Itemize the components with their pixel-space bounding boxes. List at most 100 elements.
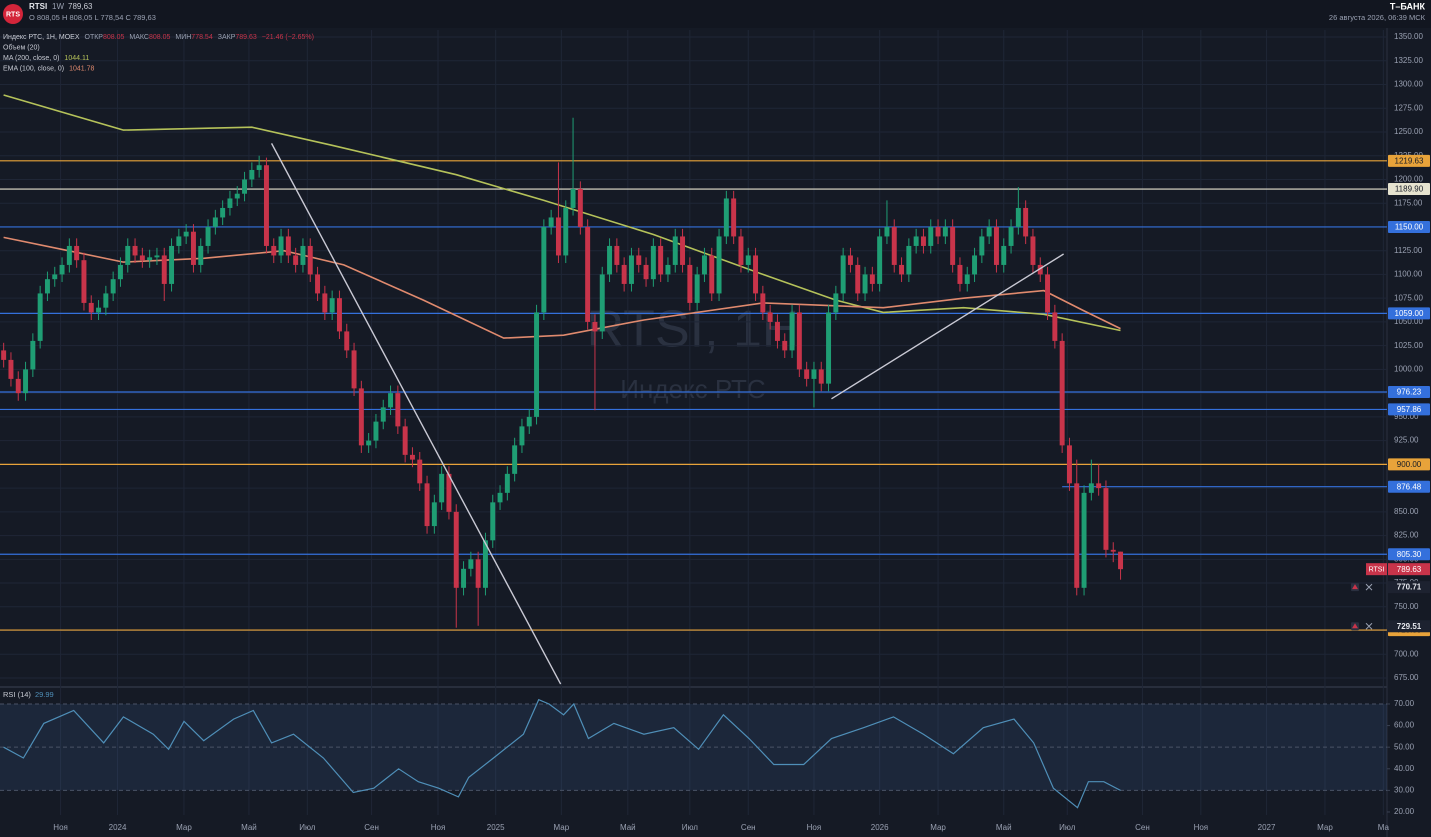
candle-body	[315, 274, 321, 294]
y-tick-label: 1050.00	[1394, 317, 1423, 326]
candle-body	[585, 226, 591, 322]
candle-body	[8, 359, 14, 379]
y-tick-label: 1025.00	[1394, 341, 1423, 350]
candle-body	[687, 264, 693, 303]
candle-body	[475, 559, 481, 588]
level-label: 976.23	[1397, 388, 1422, 397]
grid-layer: RTSI, 1H Индекс РТС	[0, 30, 1387, 815]
x-tick-label: Май	[620, 823, 636, 832]
candle-body	[344, 331, 350, 351]
legend-ohlc-key: МИН	[175, 34, 191, 41]
rsi-tick-label: 30.00	[1394, 785, 1415, 794]
header-bar	[0, 0, 1431, 28]
candle-body	[979, 236, 985, 256]
candle-body	[548, 217, 554, 227]
candle-body	[322, 293, 328, 313]
alert-close	[1365, 583, 1373, 591]
trendline	[270, 143, 562, 685]
candle-body	[497, 492, 503, 503]
legend-change: −21.46 (−2.65%)	[262, 34, 314, 41]
candle-body	[811, 369, 817, 379]
level-label-box	[1388, 458, 1430, 471]
level-label: 805.30	[1397, 550, 1422, 559]
candle-body	[526, 416, 532, 427]
candle-body	[132, 245, 138, 256]
candle-body	[409, 454, 415, 460]
x-tick-label: Мар	[930, 823, 946, 832]
logo-text: RTS	[6, 11, 20, 18]
candle-body	[541, 226, 547, 313]
candle-body	[125, 245, 131, 265]
candle-body	[680, 236, 686, 265]
candle-body	[658, 245, 664, 275]
level-label: 957.86	[1397, 405, 1422, 414]
trendline	[831, 253, 1064, 400]
candle-body	[1103, 488, 1109, 550]
candle-body	[957, 264, 963, 284]
candle-body	[307, 245, 313, 275]
rsi-last: 29.99	[35, 690, 54, 699]
y-tick-label: 1000.00	[1394, 365, 1423, 374]
candle-body	[1059, 340, 1065, 446]
level-label: 1219.63	[1395, 156, 1424, 165]
candle-body	[417, 459, 423, 484]
candle-body	[271, 245, 277, 256]
rsi-tick-label: 50.00	[1394, 742, 1415, 751]
candle-body	[154, 255, 160, 258]
candle-body	[986, 226, 992, 237]
x-tick-label: 2026	[871, 823, 889, 832]
candle-body	[767, 312, 773, 322]
candle-body	[884, 226, 890, 237]
y-tick-label: 825.00	[1394, 531, 1419, 540]
candle-body	[650, 245, 656, 280]
legend-volume: Объем (20)	[3, 43, 40, 51]
candle-body	[950, 226, 956, 265]
legend-series-value: 1044.11	[64, 55, 89, 62]
last-price-label: 789.63	[1397, 565, 1422, 574]
candle-body	[285, 236, 291, 256]
x-tick-label: 2025	[487, 823, 505, 832]
candle-body	[877, 236, 883, 284]
candle-body	[512, 445, 518, 474]
alert-label: 729.51	[1397, 622, 1422, 631]
candle-body	[74, 245, 80, 261]
candle-body	[519, 426, 525, 446]
candle-body	[534, 312, 540, 417]
candle-body	[738, 236, 744, 265]
candle-body	[227, 198, 233, 208]
candle-body	[198, 245, 204, 265]
candle-body	[482, 540, 488, 588]
candle-body	[37, 293, 43, 341]
level-label: 1150.00	[1395, 223, 1424, 232]
candle-body	[234, 193, 240, 199]
x-tick-label: Май	[241, 823, 257, 832]
rsi-tick-label: 40.00	[1394, 764, 1415, 773]
alert-bell	[1352, 623, 1358, 629]
last-price-name-box	[1366, 563, 1387, 576]
candle-body	[176, 236, 182, 246]
alert-label-box	[1388, 620, 1430, 633]
candle-body	[796, 312, 802, 370]
candle-body	[804, 369, 810, 379]
candle-body	[446, 473, 452, 512]
candle-body	[1096, 483, 1102, 489]
candle-body	[891, 226, 897, 265]
legend-ohlc-key: МАКС	[129, 34, 149, 41]
candle-body	[256, 165, 262, 170]
legend-ohlc-value: 778.54	[191, 34, 213, 41]
y-tick-label: 750.00	[1394, 602, 1419, 611]
legend-ohlc-key: ОТКР	[85, 34, 104, 41]
candle-body	[1001, 245, 1007, 265]
candle-body	[555, 217, 561, 256]
level-label-box	[1388, 403, 1430, 416]
candle-body	[212, 217, 218, 227]
candle-body	[15, 378, 21, 394]
candle-body	[96, 307, 102, 313]
candle-body	[424, 483, 430, 527]
y-tick-label: 1200.00	[1394, 175, 1423, 184]
candle-body	[278, 236, 284, 256]
candle-body	[81, 260, 87, 303]
candle-body	[147, 257, 153, 261]
x-tick-label: Ноя	[431, 823, 446, 832]
